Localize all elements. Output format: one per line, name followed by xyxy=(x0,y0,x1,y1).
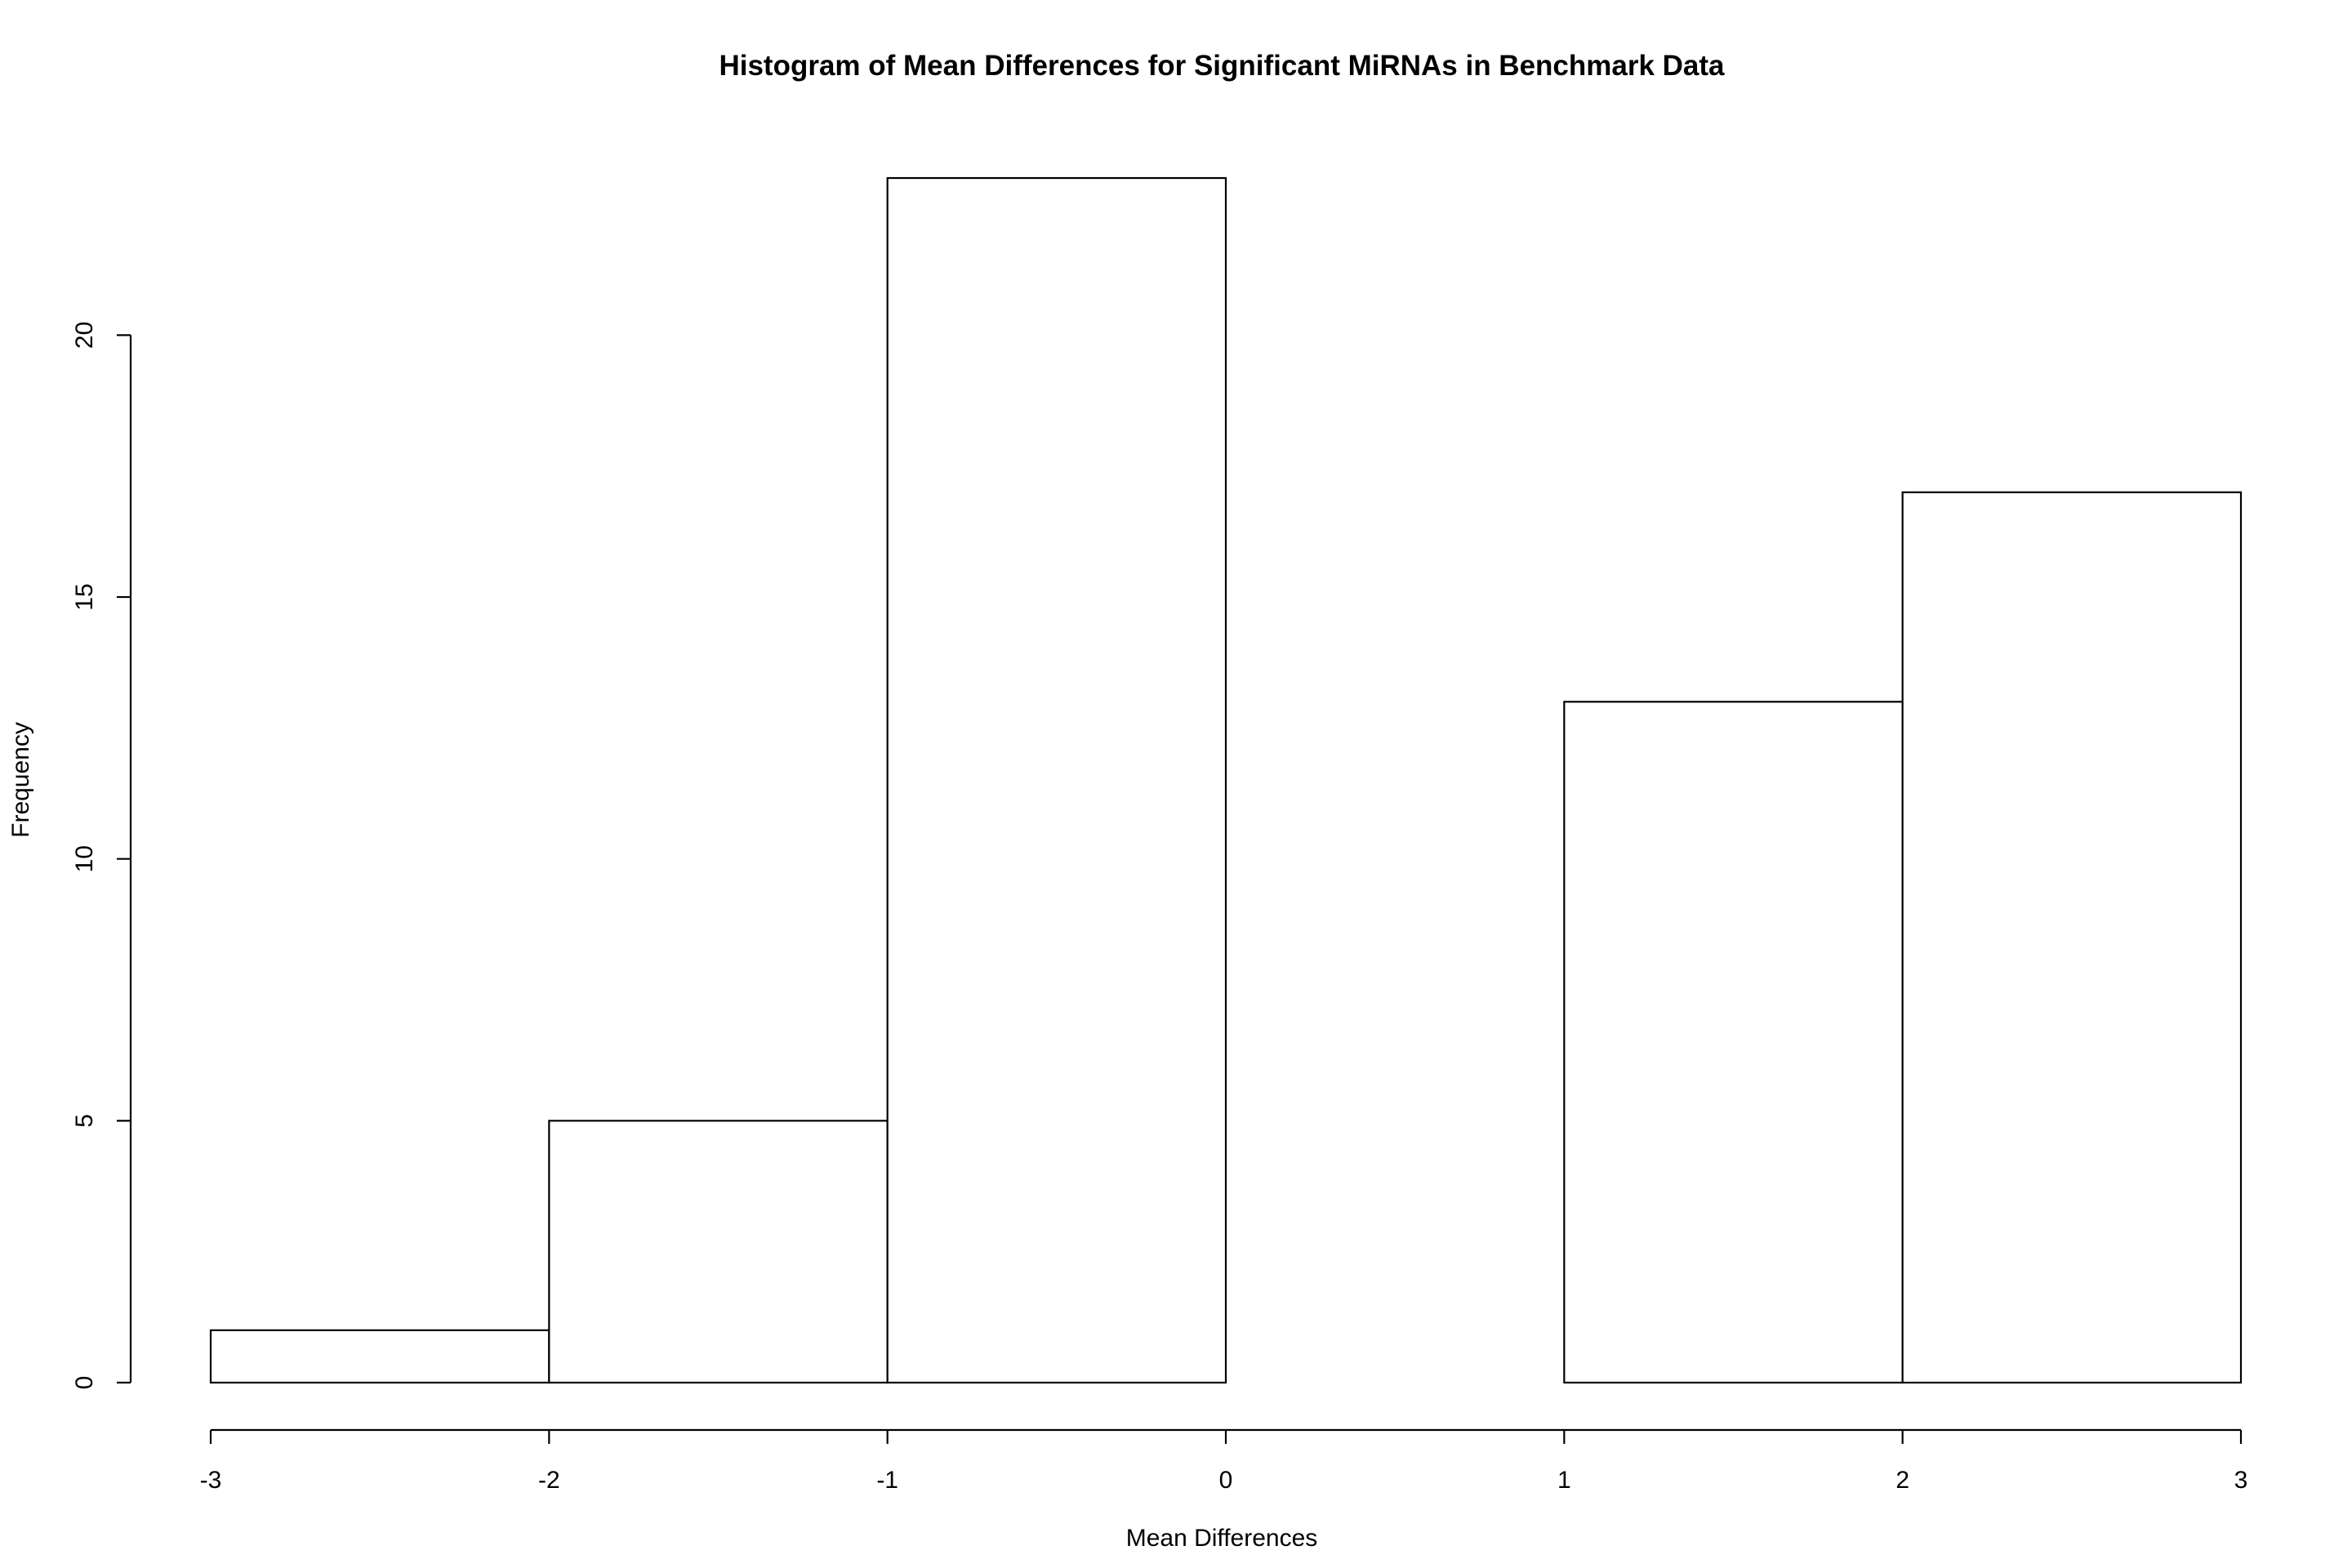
histogram-bar xyxy=(1901,491,2243,1384)
x-axis-label: Mean Differences xyxy=(1126,1525,1318,1552)
x-tick-label: -1 xyxy=(876,1467,898,1494)
x-tick-label: 1 xyxy=(1557,1467,1571,1494)
y-axis-label: Frequency xyxy=(7,722,34,838)
y-tick-label: 10 xyxy=(71,845,98,872)
histogram-bar xyxy=(1563,701,1904,1384)
y-tick-label: 5 xyxy=(71,1114,98,1128)
histogram-bar xyxy=(209,1329,550,1384)
histogram-bar xyxy=(886,176,1227,1384)
x-tick-label: 3 xyxy=(2234,1467,2248,1494)
x-tick-label: -3 xyxy=(200,1467,222,1494)
x-tick-label: -2 xyxy=(538,1467,560,1494)
histogram-bars xyxy=(209,176,2243,1384)
y-tick-label: 0 xyxy=(71,1376,98,1390)
chart-title: Histogram of Mean Differences for Signif… xyxy=(719,50,1725,82)
y-tick-label: 20 xyxy=(71,322,98,349)
y-axis: 0 5 10 15 20 xyxy=(71,322,132,1390)
x-axis: -3 -2 -1 0 1 2 3 xyxy=(200,1428,2248,1494)
x-tick-label: 0 xyxy=(1219,1467,1233,1494)
y-tick-label: 15 xyxy=(71,583,98,610)
x-tick-label: 2 xyxy=(1895,1467,1909,1494)
histogram-bar xyxy=(548,1120,889,1384)
